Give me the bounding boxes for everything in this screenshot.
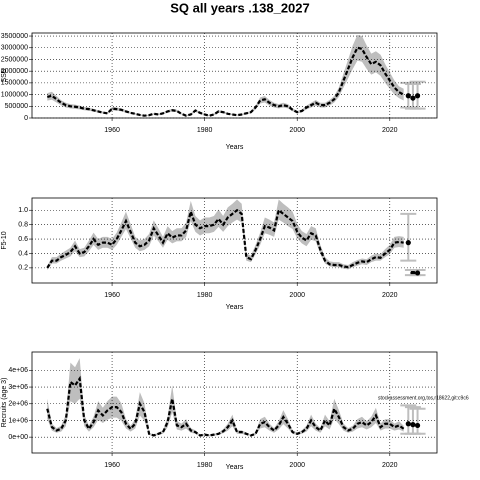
x-axis-label: Years [226,144,244,151]
estimate-line [47,46,405,117]
forecast-point [414,422,421,429]
x-tick-label: 2020 [382,127,398,134]
y-tick-label: 1000000 [1,91,28,98]
x-axis-label: Years [226,304,244,311]
x-tick-label: 2000 [289,292,305,299]
x-tick-label: 1980 [197,127,213,134]
forecast-point [414,93,421,99]
annotation: stockassessment.org,tos,r18622,git:c9c6 [378,395,469,401]
forecast-point [414,270,421,276]
confidence-band [47,358,404,436]
y-tick-label: 2e+06 [8,401,28,408]
y-axis-label: F5-10 [1,231,8,249]
x-tick-label: 1960 [104,462,120,469]
x-tick-label: 2000 [289,127,305,134]
x-tick-label: 1960 [104,127,120,134]
y-tick-label: 0.8 [18,221,28,228]
x-tick-label: 2020 [382,292,398,299]
chart-title: SQ all years .138_2027 [170,0,310,15]
x-axis-label: Years [226,464,244,471]
y-tick-label: 1e+06 [8,417,28,424]
y-tick-label: 0.4 [18,250,28,257]
y-axis-label: SSB [1,68,8,82]
forecast-point [405,421,411,427]
forecast-point [410,95,416,101]
estimate-line [46,375,405,437]
y-tick-label: 3e+06 [8,384,28,391]
confidence-band [47,34,404,117]
plot-frame [31,197,438,284]
y-tick-label: 2000000 [1,68,28,75]
y-tick-label: 1500000 [1,80,28,87]
y-axis-label: Recruits (age 3) [1,378,8,428]
forecast-point [405,240,411,246]
y-tick-label: 500000 [5,103,28,110]
y-tick-label: 0.2 [18,265,28,272]
y-tick-label: 0.6 [18,236,28,243]
x-tick-label: 2020 [382,462,398,469]
y-tick-label: 3500000 [1,33,28,40]
plot-frame [31,351,438,454]
forecast-point [410,422,416,428]
plot-frame [31,32,438,119]
x-tick-label: 1960 [104,292,120,299]
y-tick-label: 1.0 [18,207,28,214]
y-tick-label: 0 [24,115,28,122]
confidence-band [47,199,404,271]
x-tick-label: 1980 [197,462,213,469]
y-tick-label: 2500000 [1,56,28,63]
x-tick-label: 1980 [197,292,213,299]
y-tick-label: 3000000 [1,45,28,52]
y-tick-label: 0e+00 [8,434,28,441]
forecast-point [405,93,411,99]
y-tick-label: 4e+06 [8,367,28,374]
x-tick-label: 2000 [289,462,305,469]
